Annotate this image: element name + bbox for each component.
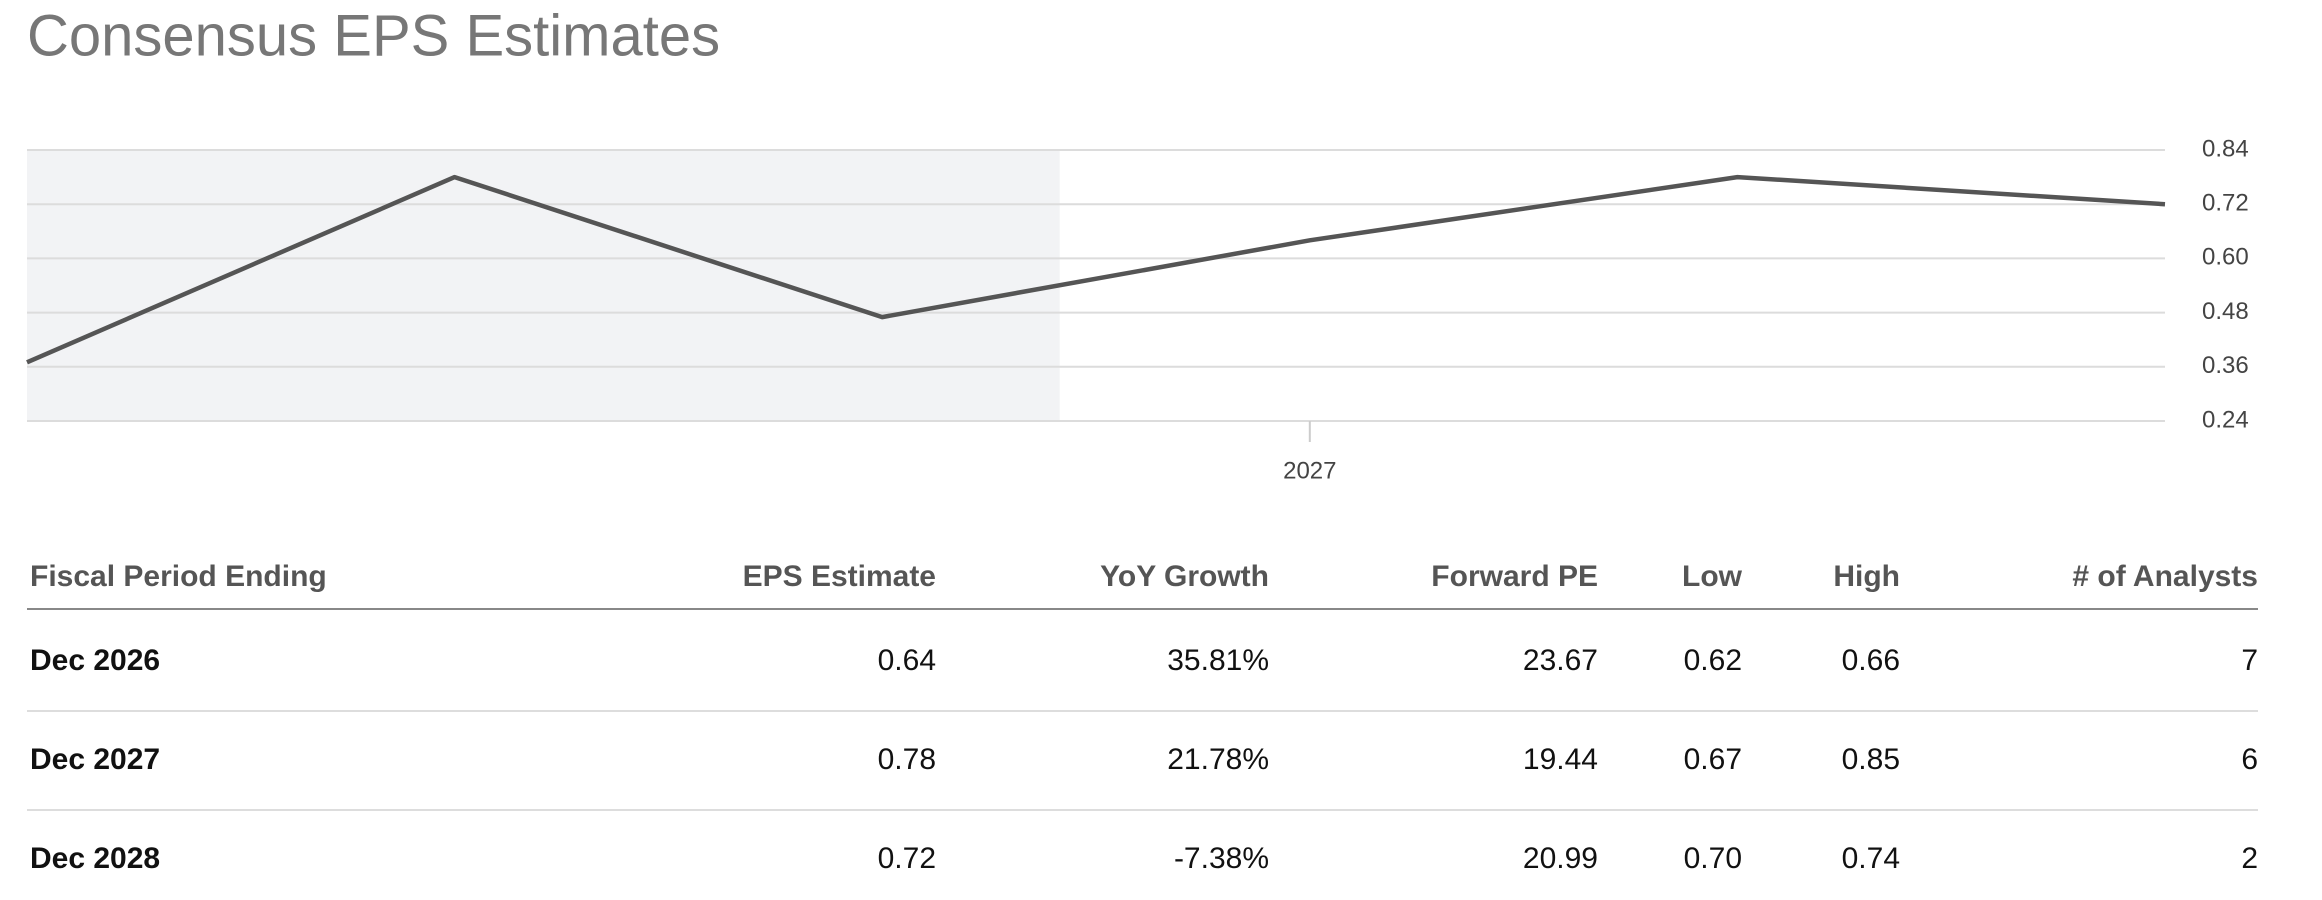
table-cell: 35.81% xyxy=(1167,644,1269,677)
table-cell: 23.67 xyxy=(1523,644,1598,677)
period-cell: Dec 2028 xyxy=(30,842,160,875)
y-tick-label: 0.60 xyxy=(2202,244,2249,271)
table-cell: 0.74 xyxy=(1842,842,1900,875)
y-tick-label: 0.84 xyxy=(2202,135,2249,162)
table-header: High xyxy=(1833,560,1900,593)
table-header: Fiscal Period Ending xyxy=(30,560,327,593)
table-cell: 0.62 xyxy=(1684,644,1742,677)
table-cell: 19.44 xyxy=(1523,743,1598,776)
table-cell: 2 xyxy=(2241,842,2258,875)
table-header: YoY Growth xyxy=(1100,560,1269,593)
period-cell: Dec 2026 xyxy=(30,644,160,677)
chart-title: Consensus EPS Estimates xyxy=(27,3,720,68)
table-cell: 0.72 xyxy=(878,842,936,875)
table-cell: 7 xyxy=(2241,644,2258,677)
table-header: EPS Estimate xyxy=(743,560,936,593)
table-header: Low xyxy=(1682,560,1743,593)
table-header: Forward PE xyxy=(1431,560,1598,593)
table-cell: 21.78% xyxy=(1167,743,1269,776)
table-cell: -7.38% xyxy=(1174,842,1269,875)
table-cell: 0.67 xyxy=(1684,743,1742,776)
y-tick-label: 0.36 xyxy=(2202,352,2249,379)
table-cell: 20.99 xyxy=(1523,842,1598,875)
table-cell: 6 xyxy=(2241,743,2258,776)
y-tick-label: 0.24 xyxy=(2202,406,2249,433)
x-tick-label: 2027 xyxy=(1283,457,1336,484)
history-shade xyxy=(27,150,1060,421)
table-cell: 0.64 xyxy=(878,644,936,677)
table-cell: 0.70 xyxy=(1684,842,1742,875)
y-tick-label: 0.48 xyxy=(2202,298,2249,325)
table-header: # of Analysts xyxy=(2072,560,2258,593)
eps-line xyxy=(26,174,2166,365)
period-cell: Dec 2027 xyxy=(30,743,160,776)
table-cell: 0.78 xyxy=(878,743,936,776)
table-cell: 0.66 xyxy=(1842,644,1900,677)
table-cell: 0.85 xyxy=(1842,743,1900,776)
y-tick-label: 0.72 xyxy=(2202,190,2249,217)
